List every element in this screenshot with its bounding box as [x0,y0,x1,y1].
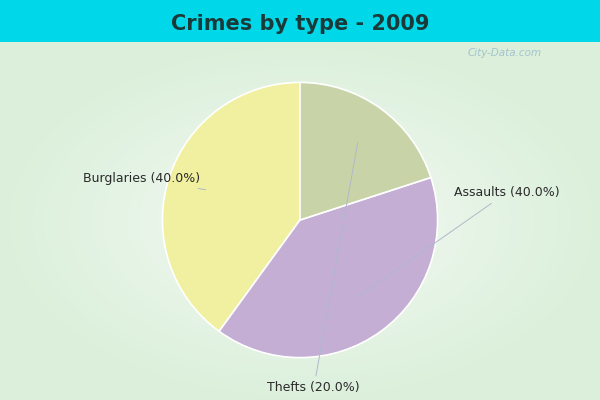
Text: Burglaries (40.0%): Burglaries (40.0%) [83,172,206,190]
Text: Crimes by type - 2009: Crimes by type - 2009 [171,14,429,34]
Wedge shape [163,82,300,331]
Text: Assaults (40.0%): Assaults (40.0%) [359,186,560,296]
Wedge shape [219,178,437,358]
Text: Thefts (20.0%): Thefts (20.0%) [268,142,360,394]
Text: City-Data.com: City-Data.com [468,48,542,58]
Wedge shape [300,82,431,220]
